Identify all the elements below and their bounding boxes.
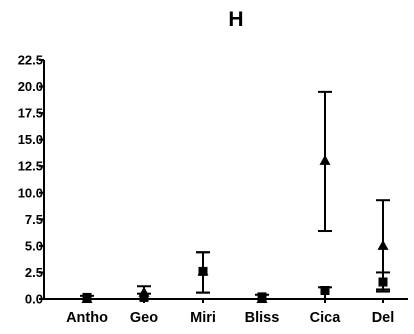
y-tick-label: 10.0 xyxy=(18,185,43,200)
x-tick-labels: Antho Geo Miri Bliss Cica Del xyxy=(66,299,394,326)
y-tick-label: 0.0 xyxy=(25,292,43,307)
chart-title: H xyxy=(228,8,243,31)
square-marker xyxy=(378,277,388,287)
y-tick-label: 5.0 xyxy=(25,238,43,253)
triangle-marker xyxy=(138,286,150,297)
y-tick-label: 7.5 xyxy=(25,212,43,227)
y-tick-label: 15.0 xyxy=(18,132,43,147)
x-tick-label: Cica xyxy=(310,310,342,326)
axes xyxy=(43,60,408,300)
x-tick-label: Del xyxy=(372,310,395,326)
square-marker xyxy=(139,292,149,302)
y-tick-label: 22.5 xyxy=(18,53,43,68)
y-tick-label: 2.5 xyxy=(25,265,43,280)
y-tick-label: 17.5 xyxy=(18,106,43,121)
triangle-marker xyxy=(256,293,268,303)
data-markers xyxy=(81,154,389,303)
triangle-marker xyxy=(197,265,209,276)
x-tick-label: Antho xyxy=(66,310,108,326)
x-tick-label: Miri xyxy=(190,310,216,326)
square-marker xyxy=(320,286,330,296)
triangle-marker xyxy=(319,154,331,165)
y-tick-label: 20.0 xyxy=(18,79,43,94)
x-tick-label: Geo xyxy=(130,310,158,326)
triangle-marker xyxy=(81,293,93,303)
y-tick-label: 12.5 xyxy=(18,159,43,174)
x-tick-label: Bliss xyxy=(245,310,280,326)
y-tick-labels: 0.0 2.5 5.0 7.5 10.0 12.5 15.0 17.5 20.0 22.5 xyxy=(18,53,44,307)
error-bars xyxy=(80,90,390,300)
triangle-marker xyxy=(377,239,389,250)
